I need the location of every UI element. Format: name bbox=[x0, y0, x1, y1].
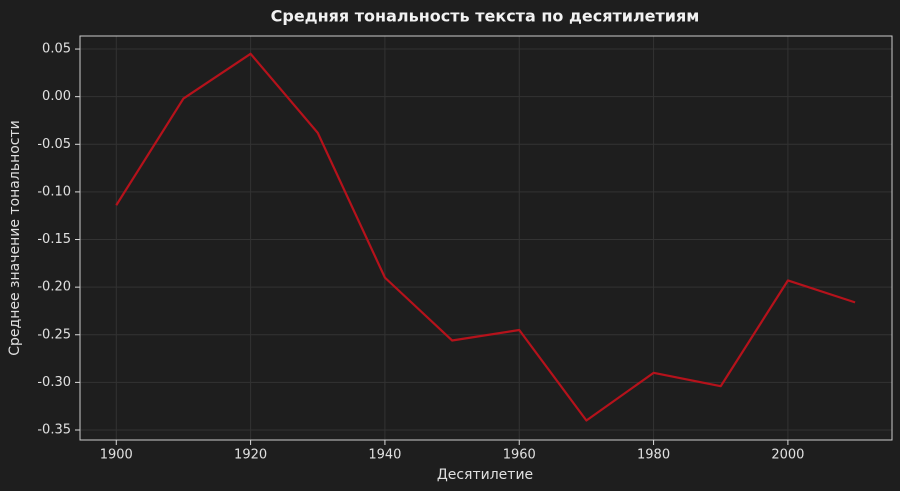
chart-title: Средняя тональность текста по десятилети… bbox=[271, 7, 700, 26]
x-axis-label: Десятилетие bbox=[437, 467, 533, 483]
y-tick-label: -0.05 bbox=[37, 137, 71, 152]
x-tick-label: 1980 bbox=[637, 448, 670, 463]
y-axis-label: Среднее значение тональности bbox=[7, 120, 23, 355]
y-tick-label: -0.20 bbox=[37, 280, 71, 295]
x-tick-label: 1900 bbox=[100, 448, 133, 463]
y-tick-label: 0.00 bbox=[42, 89, 71, 104]
x-tick-label: 1960 bbox=[503, 448, 536, 463]
data-line bbox=[115, 52, 856, 422]
y-tick-label: -0.35 bbox=[37, 423, 71, 438]
y-tick-label: 0.05 bbox=[42, 42, 71, 57]
y-tick-label: -0.30 bbox=[37, 375, 71, 390]
y-tick-label: -0.10 bbox=[37, 184, 71, 199]
x-tick-label: 1940 bbox=[368, 448, 401, 463]
y-tick-label: -0.15 bbox=[37, 232, 71, 247]
x-tick-label: 1920 bbox=[234, 448, 267, 463]
y-tick-label: -0.25 bbox=[37, 327, 71, 342]
plot-frame bbox=[79, 35, 893, 441]
x-tick-label: 2000 bbox=[771, 448, 804, 463]
